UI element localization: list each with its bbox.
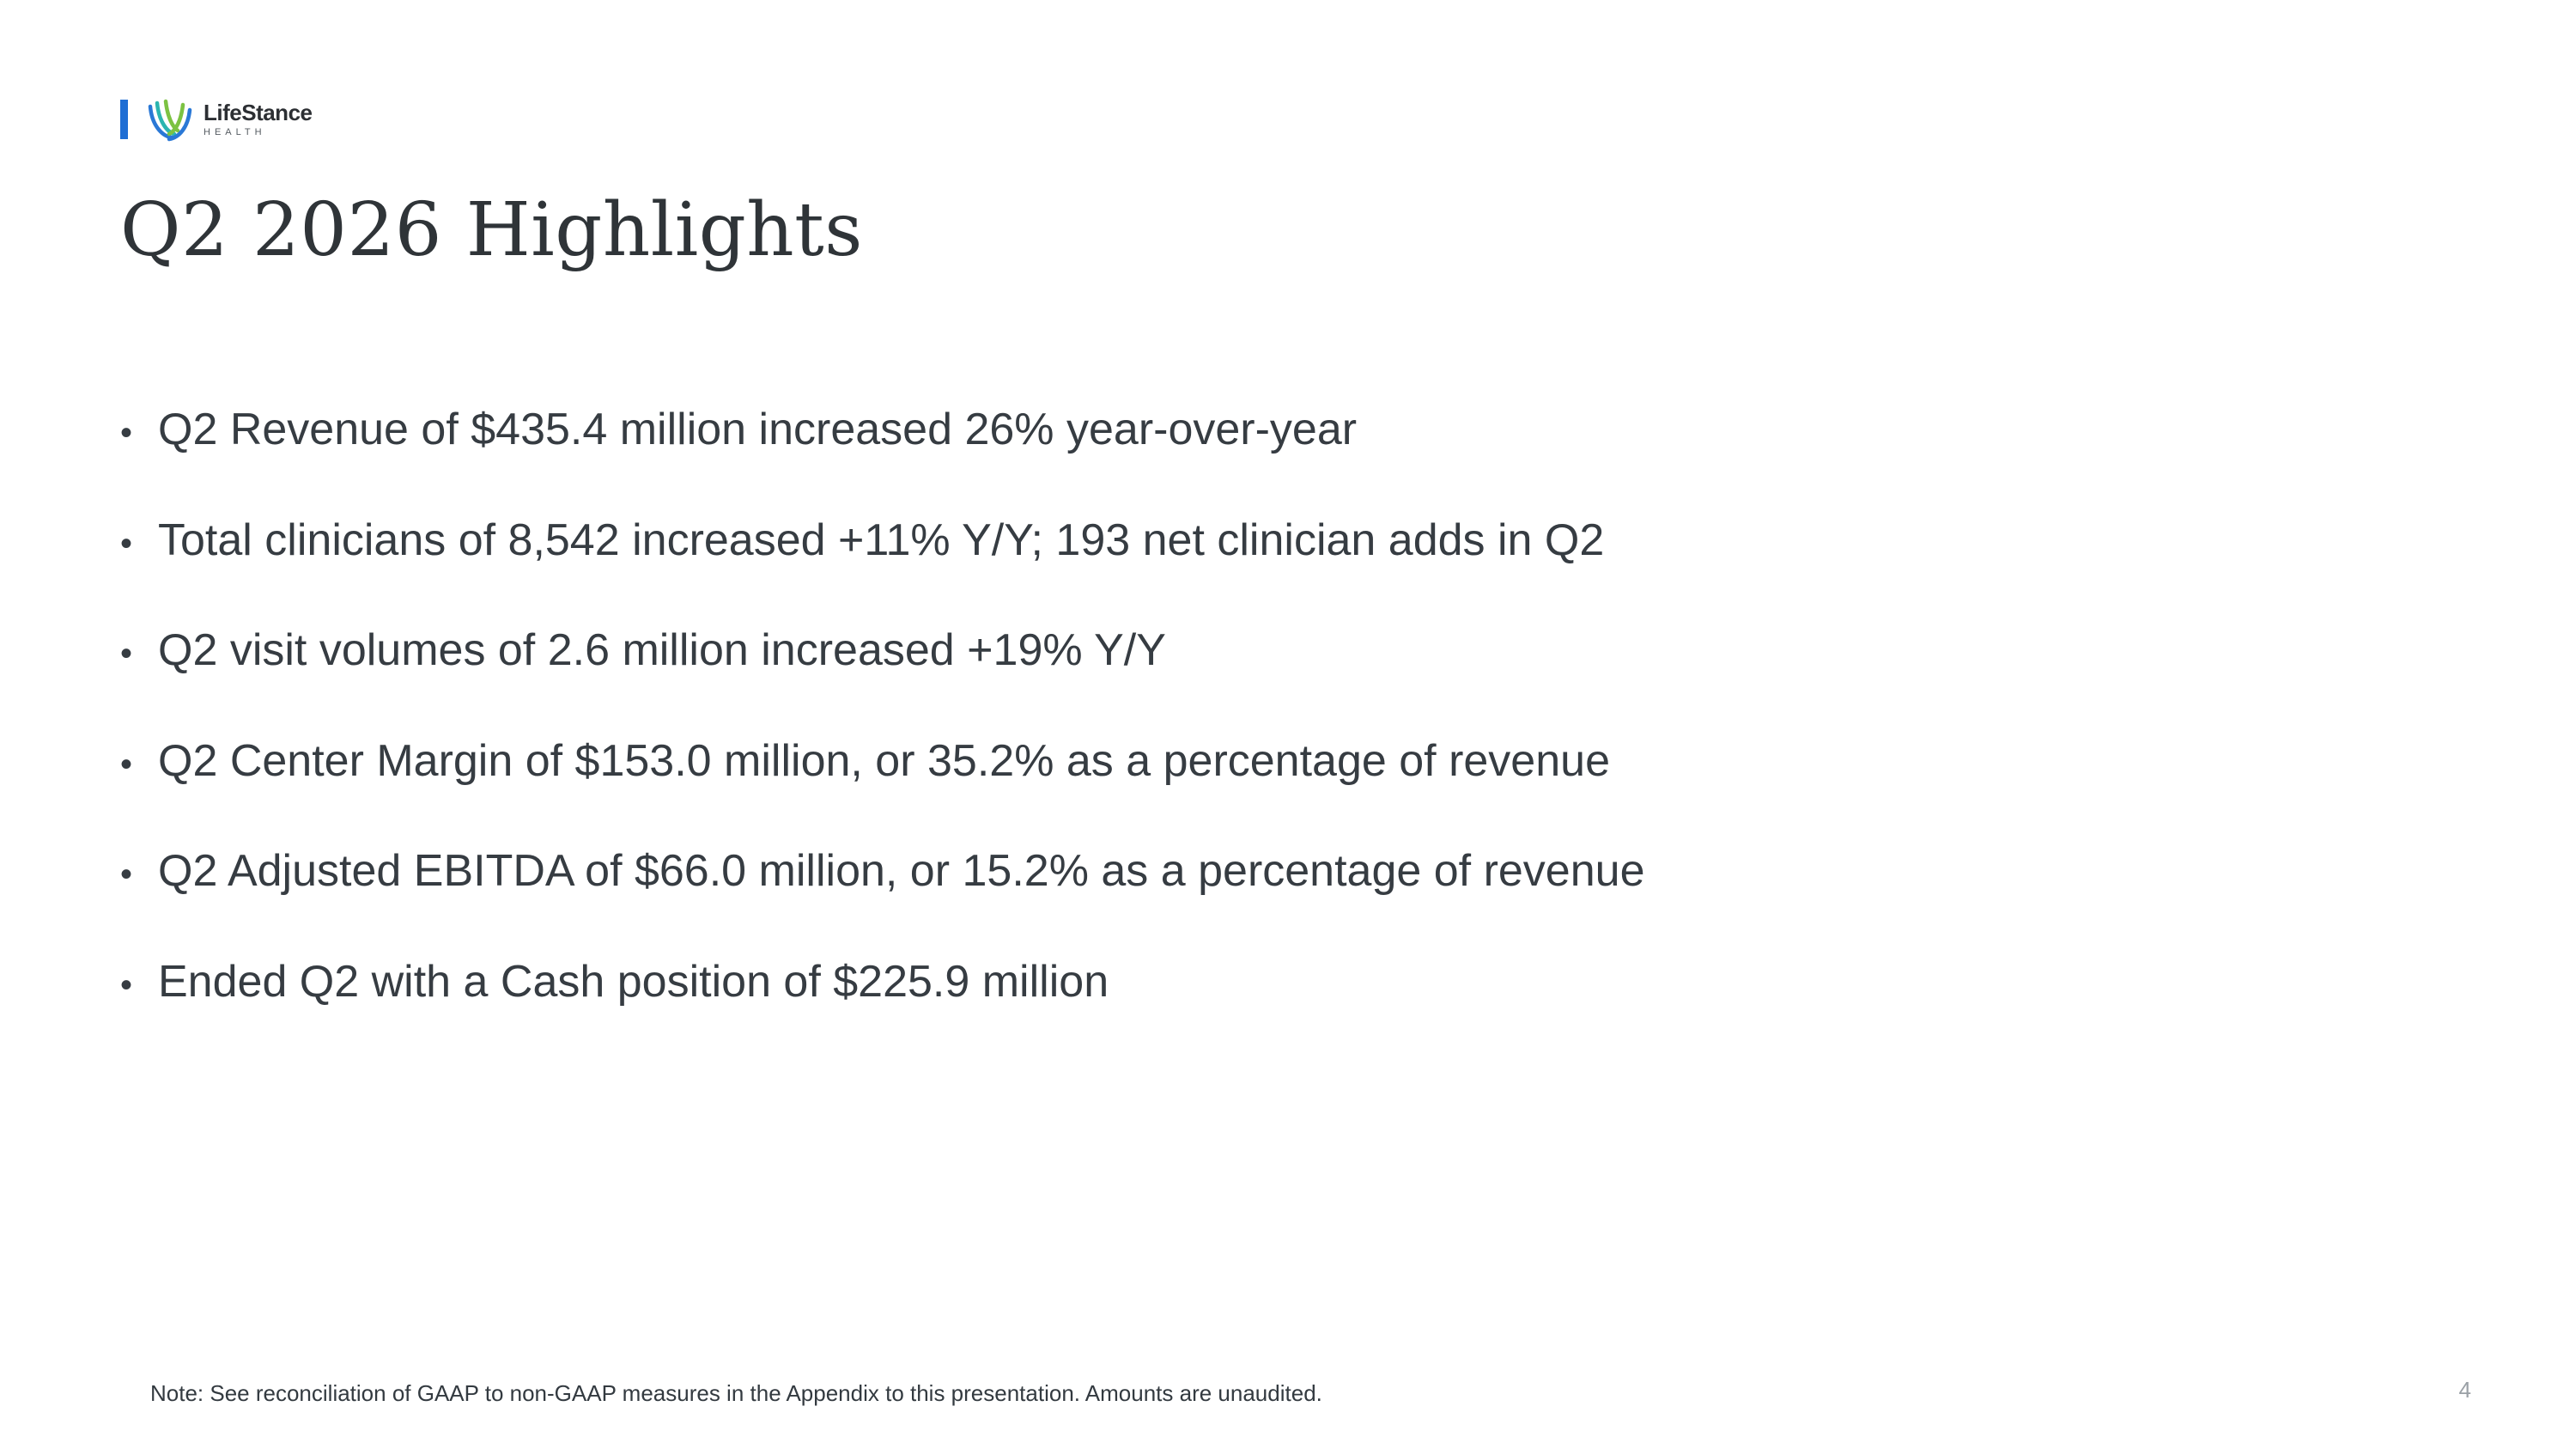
bullet-icon: • (120, 635, 133, 673)
company-logo: LifeStance HEALTH (120, 94, 313, 144)
highlight-text: Q2 Revenue of $435.4 million increased 2… (158, 405, 1358, 454)
highlight-item-center-margin: • Q2 Center Margin of $153.0 million, or… (120, 735, 1645, 846)
highlight-text: Q2 visit volumes of 2.6 million increase… (158, 625, 1166, 675)
highlight-item-cash: • Ended Q2 with a Cash position of $225.… (120, 956, 1645, 1067)
highlight-item-clinicians: • Total clinicians of 8,542 increased +1… (120, 514, 1645, 625)
lifestance-logo-icon (148, 99, 192, 142)
bullet-icon: • (120, 524, 133, 563)
highlights-list: • Q2 Revenue of $435.4 million increased… (120, 404, 1645, 1066)
highlight-item-visits: • Q2 visit volumes of 2.6 million increa… (120, 624, 1645, 735)
bullet-icon: • (120, 745, 133, 783)
highlight-text: Q2 Adjusted EBITDA of $66.0 million, or … (158, 846, 1645, 896)
slide-title: Q2 2026 Highlights (120, 187, 863, 273)
logo-subtitle: HEALTH (204, 127, 266, 137)
highlight-text: Ended Q2 with a Cash position of $225.9 … (158, 956, 1109, 1007)
highlight-item-revenue: • Q2 Revenue of $435.4 million increased… (120, 404, 1645, 514)
highlight-text: Total clinicians of 8,542 increased +11%… (158, 514, 1605, 565)
bullet-icon: • (120, 855, 133, 893)
logo-name: LifeStance (204, 100, 313, 125)
logo-accent-bar (120, 100, 128, 139)
logo-wordmark: LifeStance HEALTH (204, 101, 313, 137)
bullet-icon: • (120, 965, 133, 1004)
bullet-icon: • (120, 414, 133, 452)
page-number: 4 (2458, 1377, 2471, 1403)
highlight-item-adjusted-ebitda: • Q2 Adjusted EBITDA of $66.0 million, o… (120, 845, 1645, 956)
highlight-text: Q2 Center Margin of $153.0 million, or 3… (158, 735, 1610, 786)
footnote: Note: See reconciliation of GAAP to non-… (150, 1380, 1322, 1406)
